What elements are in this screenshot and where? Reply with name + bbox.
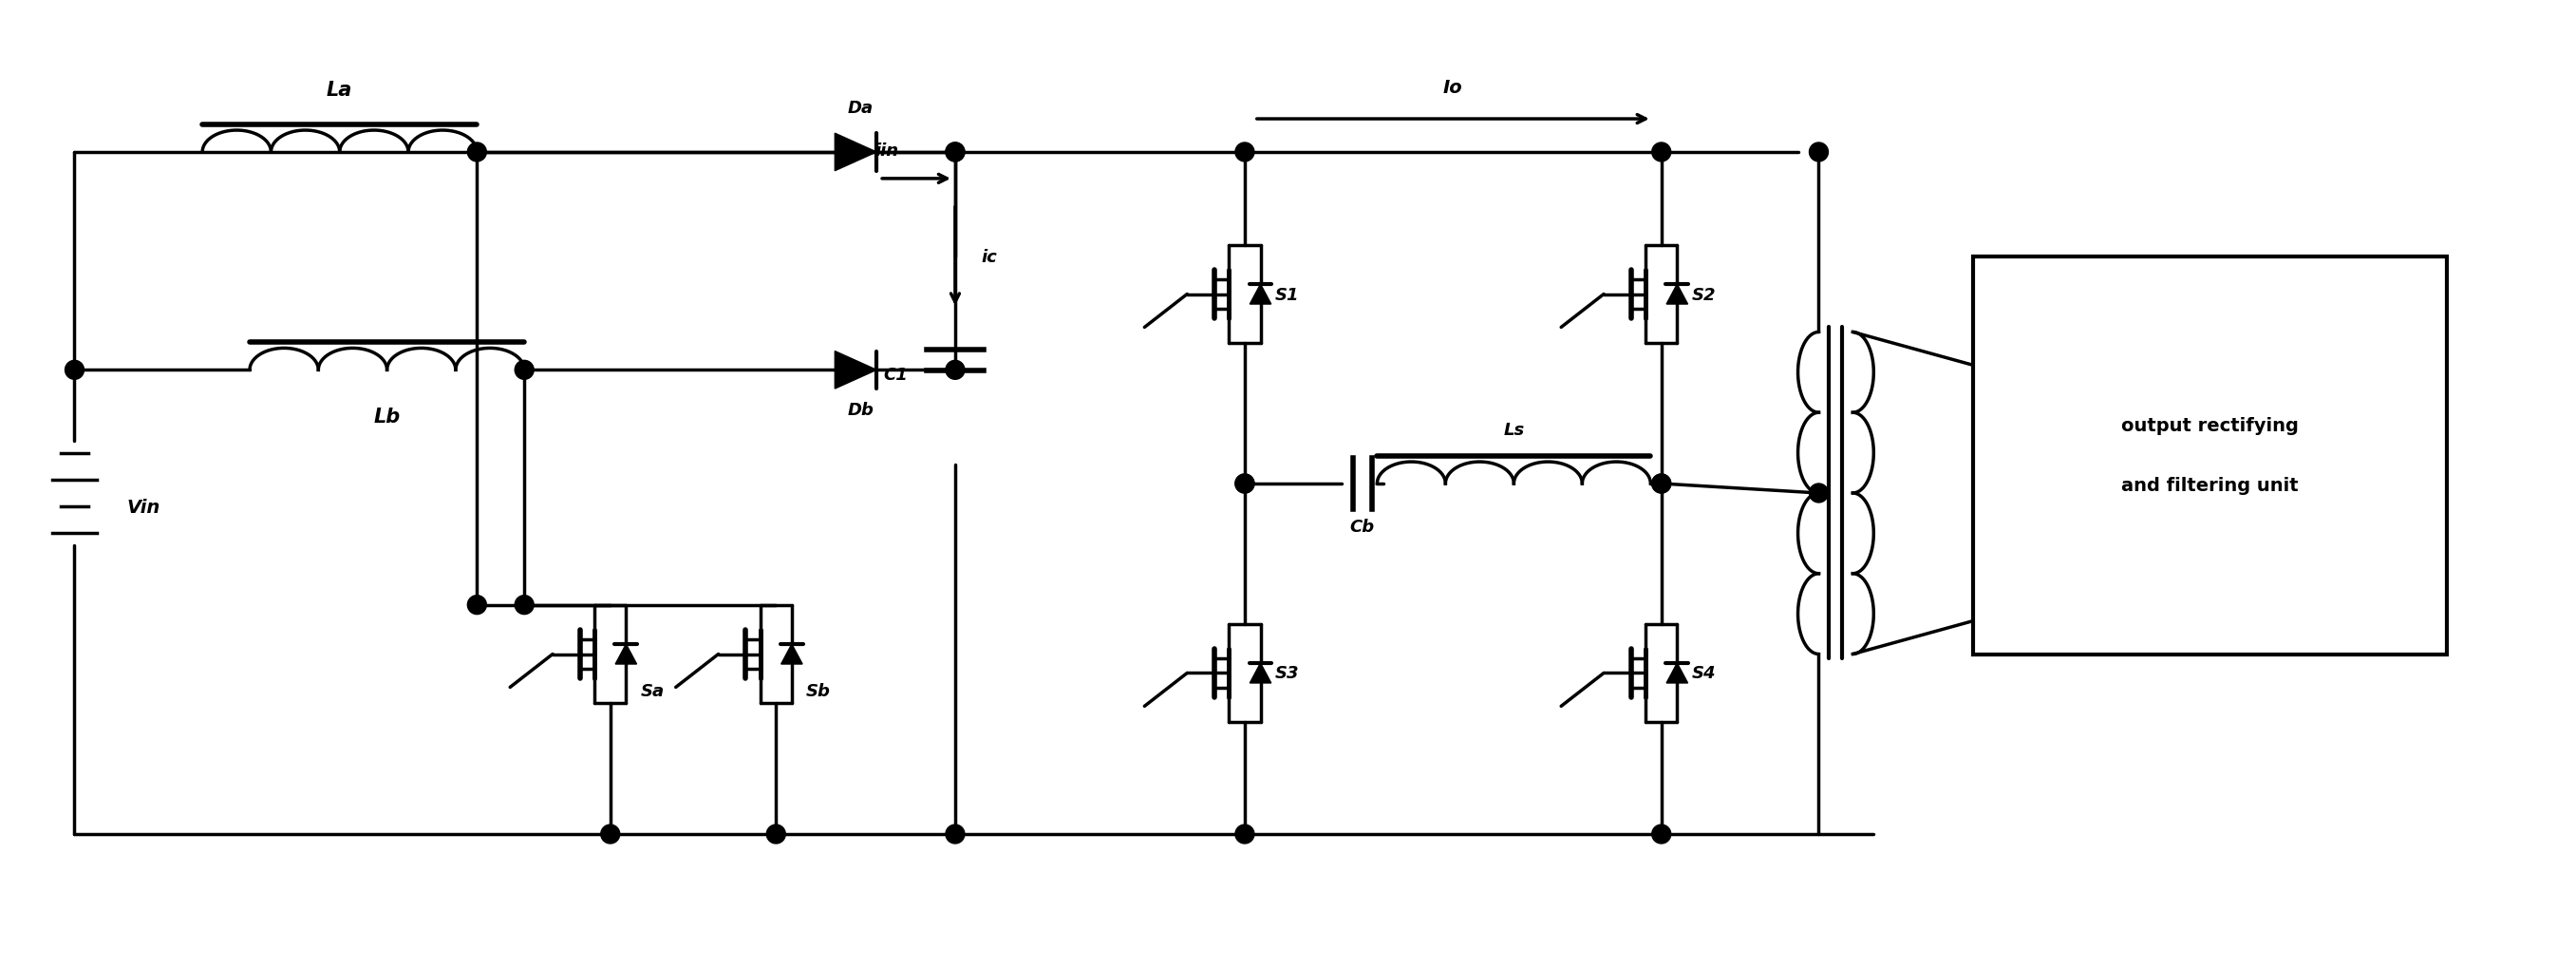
- Circle shape: [64, 361, 85, 379]
- Text: and filtering unit: and filtering unit: [2120, 477, 2298, 495]
- Text: ic: ic: [981, 249, 997, 265]
- Text: S4: S4: [1692, 665, 1716, 681]
- Circle shape: [1651, 474, 1672, 494]
- Polygon shape: [835, 351, 876, 389]
- Circle shape: [768, 825, 786, 844]
- FancyBboxPatch shape: [1973, 257, 2447, 654]
- Polygon shape: [835, 134, 876, 171]
- Text: Lb: Lb: [374, 408, 399, 426]
- Text: Sb: Sb: [806, 682, 829, 700]
- Circle shape: [1236, 825, 1255, 844]
- Circle shape: [466, 143, 487, 163]
- Circle shape: [945, 361, 963, 379]
- Circle shape: [466, 595, 487, 615]
- Circle shape: [515, 595, 533, 615]
- Text: S1: S1: [1275, 287, 1298, 303]
- Circle shape: [1236, 474, 1255, 494]
- Polygon shape: [1249, 285, 1270, 305]
- Circle shape: [945, 143, 963, 163]
- Circle shape: [600, 825, 621, 844]
- Circle shape: [1236, 474, 1255, 494]
- Text: Sa: Sa: [641, 682, 665, 700]
- Circle shape: [1236, 143, 1255, 163]
- Circle shape: [1651, 143, 1672, 163]
- Text: Da: Da: [848, 100, 873, 117]
- Text: Ls: Ls: [1504, 421, 1525, 439]
- Polygon shape: [1667, 663, 1687, 683]
- Text: Vin: Vin: [126, 499, 160, 517]
- Circle shape: [1651, 474, 1672, 494]
- Text: Db: Db: [848, 402, 873, 419]
- Text: S3: S3: [1275, 665, 1298, 681]
- Polygon shape: [1249, 663, 1270, 683]
- Circle shape: [945, 143, 963, 163]
- Text: La: La: [327, 80, 353, 100]
- Circle shape: [945, 825, 963, 844]
- Text: iin: iin: [876, 142, 899, 160]
- Circle shape: [1808, 484, 1829, 503]
- Circle shape: [1808, 143, 1829, 163]
- Polygon shape: [616, 645, 636, 664]
- Text: S2: S2: [1692, 287, 1716, 303]
- Circle shape: [1651, 825, 1672, 844]
- Text: C1: C1: [884, 367, 907, 383]
- Circle shape: [515, 361, 533, 379]
- Text: Io: Io: [1443, 78, 1463, 97]
- Polygon shape: [1667, 285, 1687, 305]
- Text: output rectifying: output rectifying: [2120, 416, 2298, 435]
- Polygon shape: [781, 645, 801, 664]
- Text: Cb: Cb: [1350, 518, 1376, 535]
